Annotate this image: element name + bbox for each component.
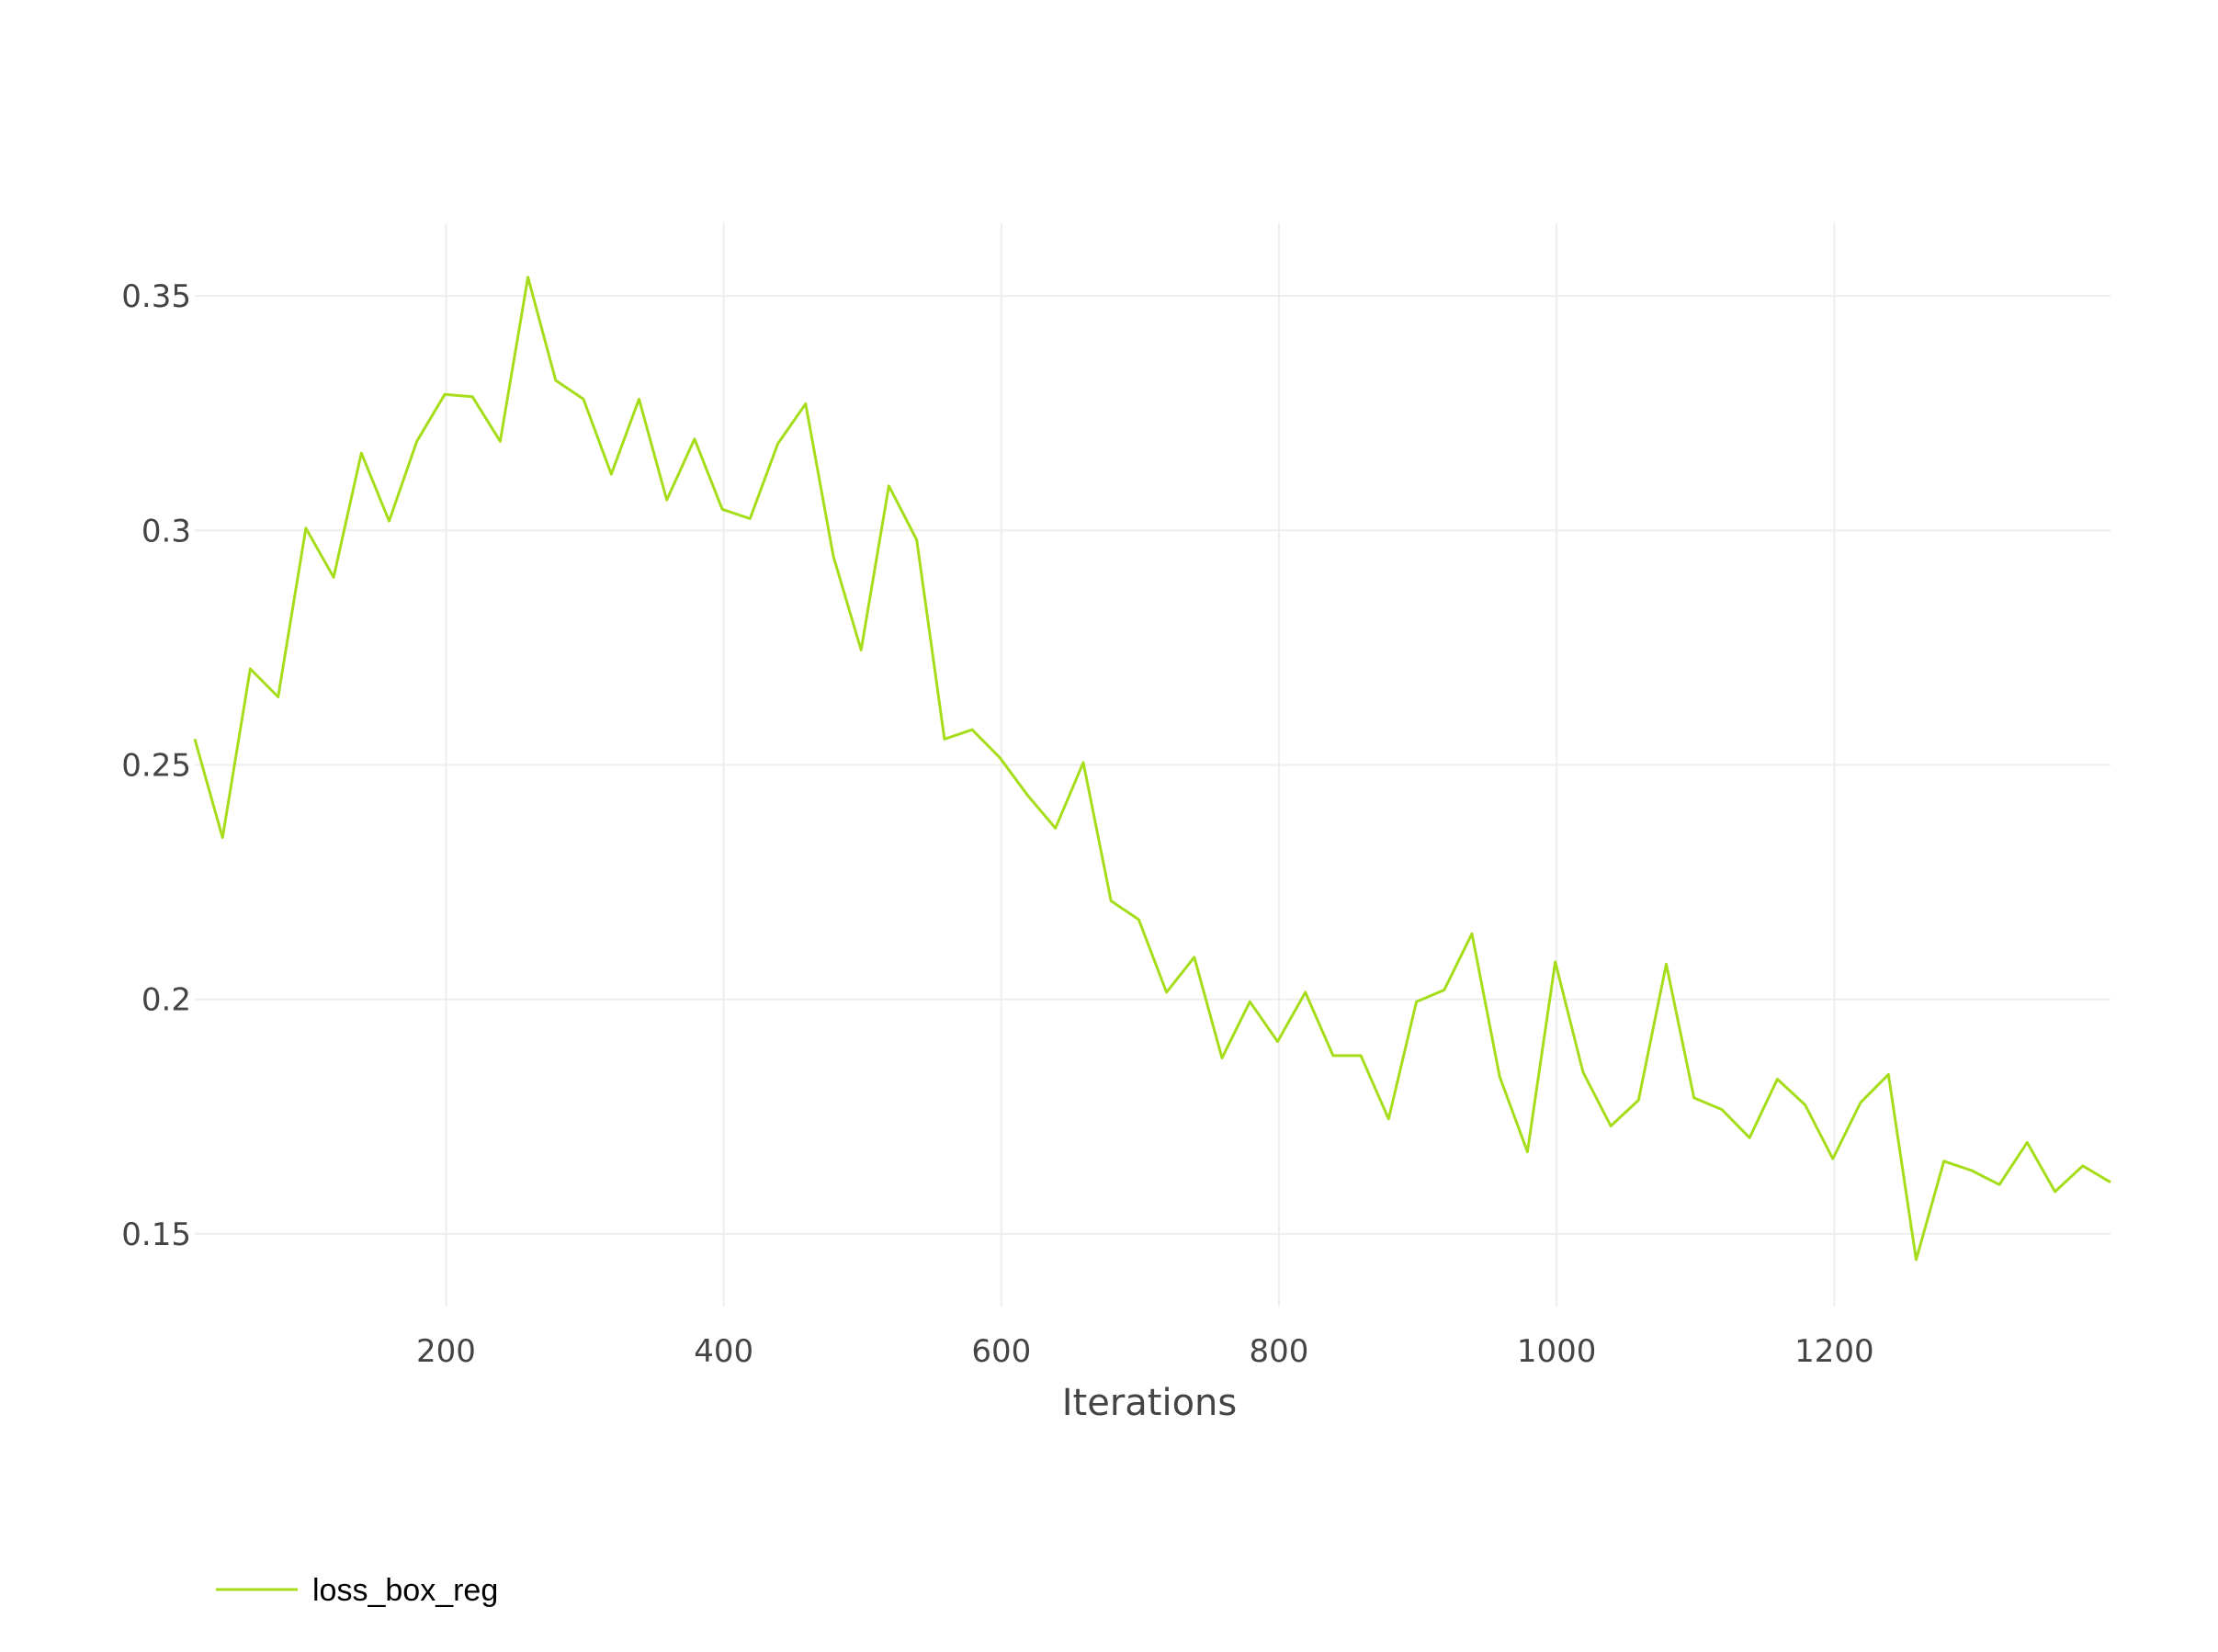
grid (195, 223, 2110, 1307)
x-tick-label: 600 (971, 1333, 1031, 1370)
x-tick-label: 1000 (1517, 1333, 1597, 1370)
legend-label: loss_box_reg (312, 1573, 498, 1608)
y-tick-label: 0.2 (141, 982, 191, 1019)
y-tick-label: 0.25 (121, 748, 191, 785)
x-tick-label: 800 (1250, 1333, 1309, 1370)
x-tick-label: 400 (694, 1333, 753, 1370)
y-tick-label: 0.35 (121, 278, 191, 315)
y-axis-ticks: 0.15 0.2 0.25 0.3 0.35 (121, 278, 191, 1253)
legend[interactable]: loss_box_reg (216, 1573, 498, 1608)
x-tick-label: 200 (416, 1333, 476, 1370)
x-axis-title: Iterations (1062, 1382, 1238, 1424)
series-line[interactable] (193, 276, 2111, 1262)
x-tick-label: 1200 (1794, 1333, 1874, 1370)
y-tick-label: 0.15 (121, 1216, 191, 1253)
y-tick-label: 0.3 (141, 513, 191, 549)
series-lines (193, 276, 2111, 1262)
x-axis-ticks: 200 400 600 800 1000 1200 (416, 1333, 1874, 1370)
